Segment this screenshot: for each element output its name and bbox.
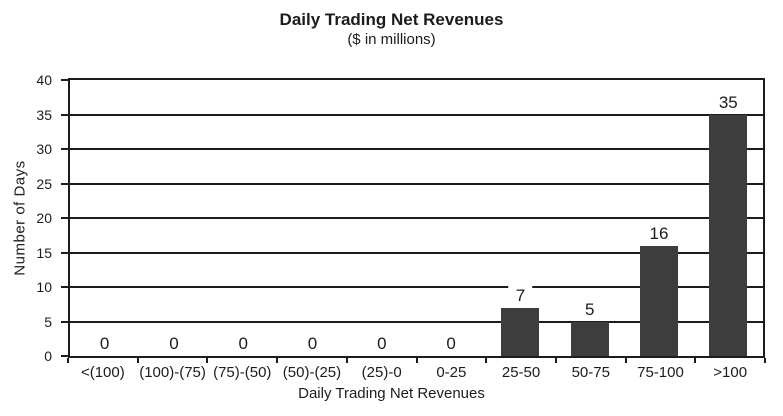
bar-slot: 0: [70, 80, 139, 356]
bar: [501, 307, 540, 356]
y-tick-mark: [61, 79, 68, 81]
x-tick-label: 50-75: [571, 364, 610, 381]
bar-value-label: 16: [642, 223, 676, 243]
bar-slot: 7: [486, 80, 555, 356]
y-tick-mark: [61, 286, 68, 288]
y-tick-label: 25: [36, 175, 52, 192]
x-tick-label: (100)-(75): [139, 364, 206, 381]
y-tick-labels: 0 5 10 15 20 25 30 35 40: [0, 72, 52, 364]
x-tick-mark: [415, 358, 418, 363]
x-tick-label: 0-25: [436, 364, 467, 381]
x-tick-label: (25)-0: [361, 364, 402, 381]
x-tick-mark: [764, 358, 766, 363]
bar-value-label: 0: [162, 334, 186, 353]
bar-slot: 35: [694, 80, 763, 356]
bar: [709, 114, 748, 356]
x-tick-mark: [136, 358, 139, 363]
gridline: [70, 113, 763, 116]
y-tick-label: 5: [44, 313, 52, 330]
y-tick-label: 30: [36, 141, 52, 157]
y-tick-label: 10: [36, 279, 52, 295]
y-tick-label: 40: [36, 72, 52, 88]
y-tick-mark: [61, 182, 68, 185]
gridline: [70, 182, 763, 185]
x-tick-labels: <(100) (100)-(75) (75)-(50) (50)-(25) (25)-0…: [68, 364, 765, 381]
bar-slot: 0: [416, 80, 485, 356]
bar-value-label: 5: [577, 299, 602, 319]
gridline: [70, 320, 763, 323]
y-tick-label: 20: [36, 210, 52, 226]
bar: [640, 245, 679, 356]
x-tick-mark: [276, 358, 279, 363]
y-tick-mark: [61, 113, 68, 116]
y-tick-label: 0: [44, 348, 52, 364]
gridline: [70, 148, 763, 150]
x-tick-marks: [67, 358, 766, 363]
chart-subtitle: ($ in millions): [347, 31, 436, 48]
bar-value-label: 0: [300, 334, 325, 353]
plot-area: 0 0 0 0 0 0 7 5 16 35: [68, 78, 765, 358]
bar-value-label: 35: [711, 92, 745, 112]
gridline: [70, 251, 763, 254]
x-tick-label: <(100): [80, 364, 125, 381]
bar-slot: 0: [278, 80, 347, 356]
x-tick-mark: [554, 358, 557, 363]
x-tick-label: >100: [713, 364, 748, 381]
x-tick-mark: [345, 358, 348, 363]
bar-value-label: 0: [370, 334, 394, 353]
bar-value-label: 7: [508, 285, 533, 305]
bar-slot: 16: [624, 80, 693, 356]
bar-slot: 0: [209, 80, 278, 356]
bar-value-label: 0: [439, 334, 463, 353]
x-tick-mark: [67, 358, 69, 363]
bar-slot: 0: [347, 80, 416, 356]
bar: [570, 321, 609, 356]
x-tick-label: (50)-(25): [282, 364, 342, 381]
y-tick-label: 35: [36, 106, 52, 123]
y-tick-mark: [61, 320, 68, 323]
y-tick-mark: [61, 217, 68, 219]
y-tick-mark: [61, 355, 68, 357]
x-tick-mark: [485, 358, 488, 363]
x-tick-mark: [694, 358, 697, 363]
gridline: [70, 286, 763, 288]
x-tick-mark: [624, 358, 627, 363]
y-tick-mark: [61, 148, 68, 150]
y-tick-marks: [61, 79, 68, 357]
x-tick-label: 25-50: [501, 364, 541, 381]
chart-title: Daily Trading Net Revenues: [279, 10, 504, 29]
y-tick-mark: [61, 251, 68, 254]
bar-value-label: 0: [92, 334, 117, 353]
bar-slot: 0: [139, 80, 208, 356]
bars-row: 0 0 0 0 0 0 7 5 16 35: [70, 80, 763, 356]
bar-slot: 5: [555, 80, 624, 356]
bar-value-label: 0: [231, 334, 255, 353]
x-axis-title: Daily Trading Net Revenues: [298, 385, 485, 402]
y-tick-label: 15: [36, 244, 52, 261]
x-tick-mark: [206, 358, 209, 363]
x-tick-label: 75-100: [637, 364, 684, 381]
gridline: [70, 217, 763, 219]
x-tick-label: (75)-(50): [213, 364, 272, 381]
